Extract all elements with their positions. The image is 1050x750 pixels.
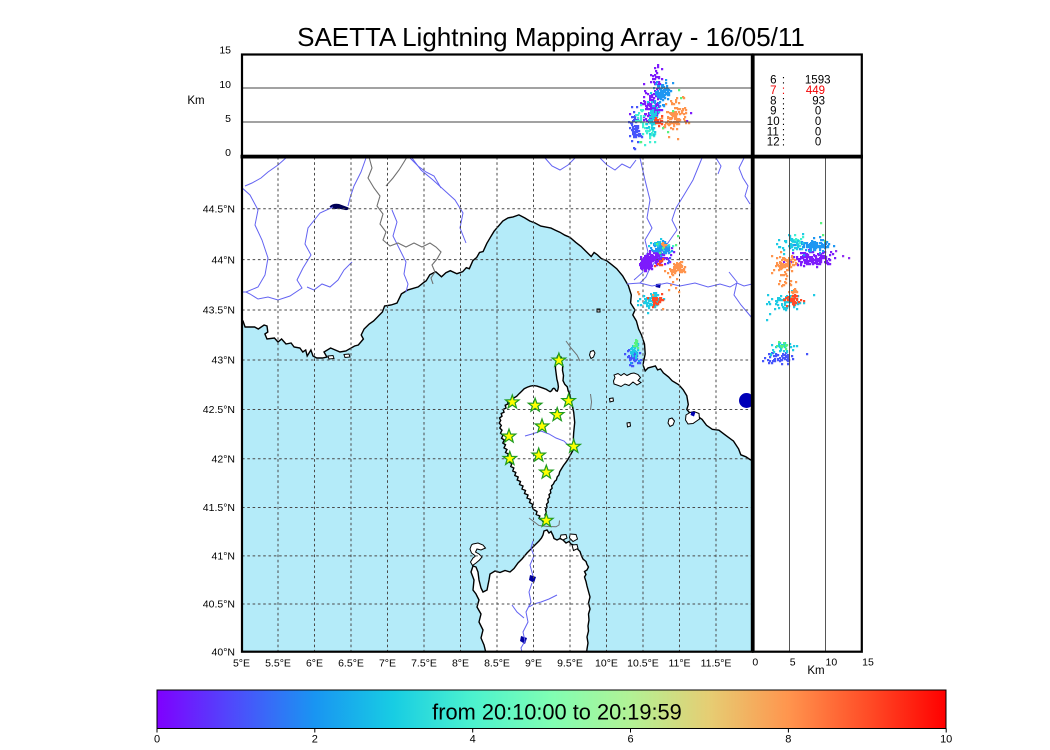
svg-text:11°E: 11°E (668, 658, 690, 670)
svg-text:9°E: 9°E (525, 658, 542, 670)
svg-text:5.5°E: 5.5°E (265, 658, 291, 670)
svg-text:7°E: 7°E (379, 658, 396, 670)
svg-text:0: 0 (815, 137, 821, 149)
svg-text:10: 10 (826, 657, 838, 669)
svg-text:2: 2 (312, 734, 318, 746)
svg-text:10: 10 (940, 734, 952, 746)
svg-text:0: 0 (752, 657, 758, 669)
svg-text:7.5°E: 7.5°E (411, 658, 437, 670)
svg-text:42°N: 42°N (212, 453, 235, 465)
svg-text:11: 11 (767, 126, 779, 138)
svg-text::: : (782, 137, 785, 149)
svg-text:41°N: 41°N (212, 551, 235, 563)
svg-text::: : (782, 106, 785, 118)
svg-text:6: 6 (627, 734, 633, 746)
svg-text:43°N: 43°N (212, 355, 235, 367)
svg-text::: : (782, 126, 785, 138)
svg-text:5: 5 (790, 657, 796, 669)
svg-text:10°E: 10°E (595, 658, 618, 670)
svg-text:8°E: 8°E (452, 658, 469, 670)
svg-text:Km: Km (807, 665, 824, 677)
svg-text:5: 5 (225, 113, 231, 125)
svg-text:10: 10 (219, 79, 231, 91)
svg-text::: : (782, 116, 785, 128)
svg-text:0: 0 (815, 126, 821, 138)
svg-text:44°N: 44°N (212, 254, 235, 266)
svg-text:12: 12 (767, 137, 780, 149)
svg-text:9.5°E: 9.5°E (557, 658, 583, 670)
svg-text::: : (782, 75, 785, 87)
svg-text:10.5°E: 10.5°E (627, 658, 659, 670)
svg-text:6°E: 6°E (306, 658, 323, 670)
svg-text:44.5°N: 44.5°N (203, 203, 235, 215)
svg-text:8: 8 (770, 95, 776, 107)
svg-text:15: 15 (862, 657, 874, 669)
svg-text:0: 0 (225, 147, 231, 159)
svg-text:15: 15 (219, 45, 231, 57)
svg-text:9: 9 (770, 106, 776, 118)
svg-text:41.5°N: 41.5°N (203, 502, 235, 514)
svg-text:8: 8 (785, 734, 791, 746)
svg-text:0: 0 (815, 116, 821, 128)
svg-text:10: 10 (767, 116, 780, 128)
svg-text:7: 7 (770, 85, 776, 97)
svg-text:40.5°N: 40.5°N (203, 599, 235, 611)
svg-text:1593: 1593 (805, 75, 831, 87)
svg-text:4: 4 (470, 734, 476, 746)
svg-text:43.5°N: 43.5°N (203, 305, 235, 317)
svg-text:Km: Km (187, 95, 204, 107)
svg-text:0: 0 (815, 106, 821, 118)
svg-text:from 20:10:00 to 20:19:59: from 20:10:00 to 20:19:59 (432, 699, 682, 724)
svg-text:8.5°E: 8.5°E (484, 658, 510, 670)
svg-text:6: 6 (770, 75, 776, 87)
svg-text:SAETTA Lightning Mapping Array: SAETTA Lightning Mapping Array - 16/05/1… (297, 22, 805, 52)
svg-text:449: 449 (806, 85, 825, 97)
svg-text:6.5°E: 6.5°E (338, 658, 364, 670)
svg-text:5°E: 5°E (233, 658, 250, 670)
svg-text:93: 93 (812, 95, 825, 107)
svg-text::: : (782, 85, 785, 97)
svg-text:0: 0 (154, 734, 160, 746)
svg-text:42.5°N: 42.5°N (203, 404, 235, 416)
svg-text::: : (782, 95, 785, 107)
svg-text:40°N: 40°N (212, 646, 235, 658)
svg-text:11.5°E: 11.5°E (701, 658, 732, 670)
